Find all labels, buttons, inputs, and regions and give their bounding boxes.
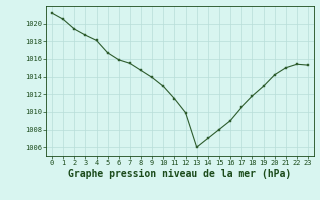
X-axis label: Graphe pression niveau de la mer (hPa): Graphe pression niveau de la mer (hPa) — [68, 169, 292, 179]
